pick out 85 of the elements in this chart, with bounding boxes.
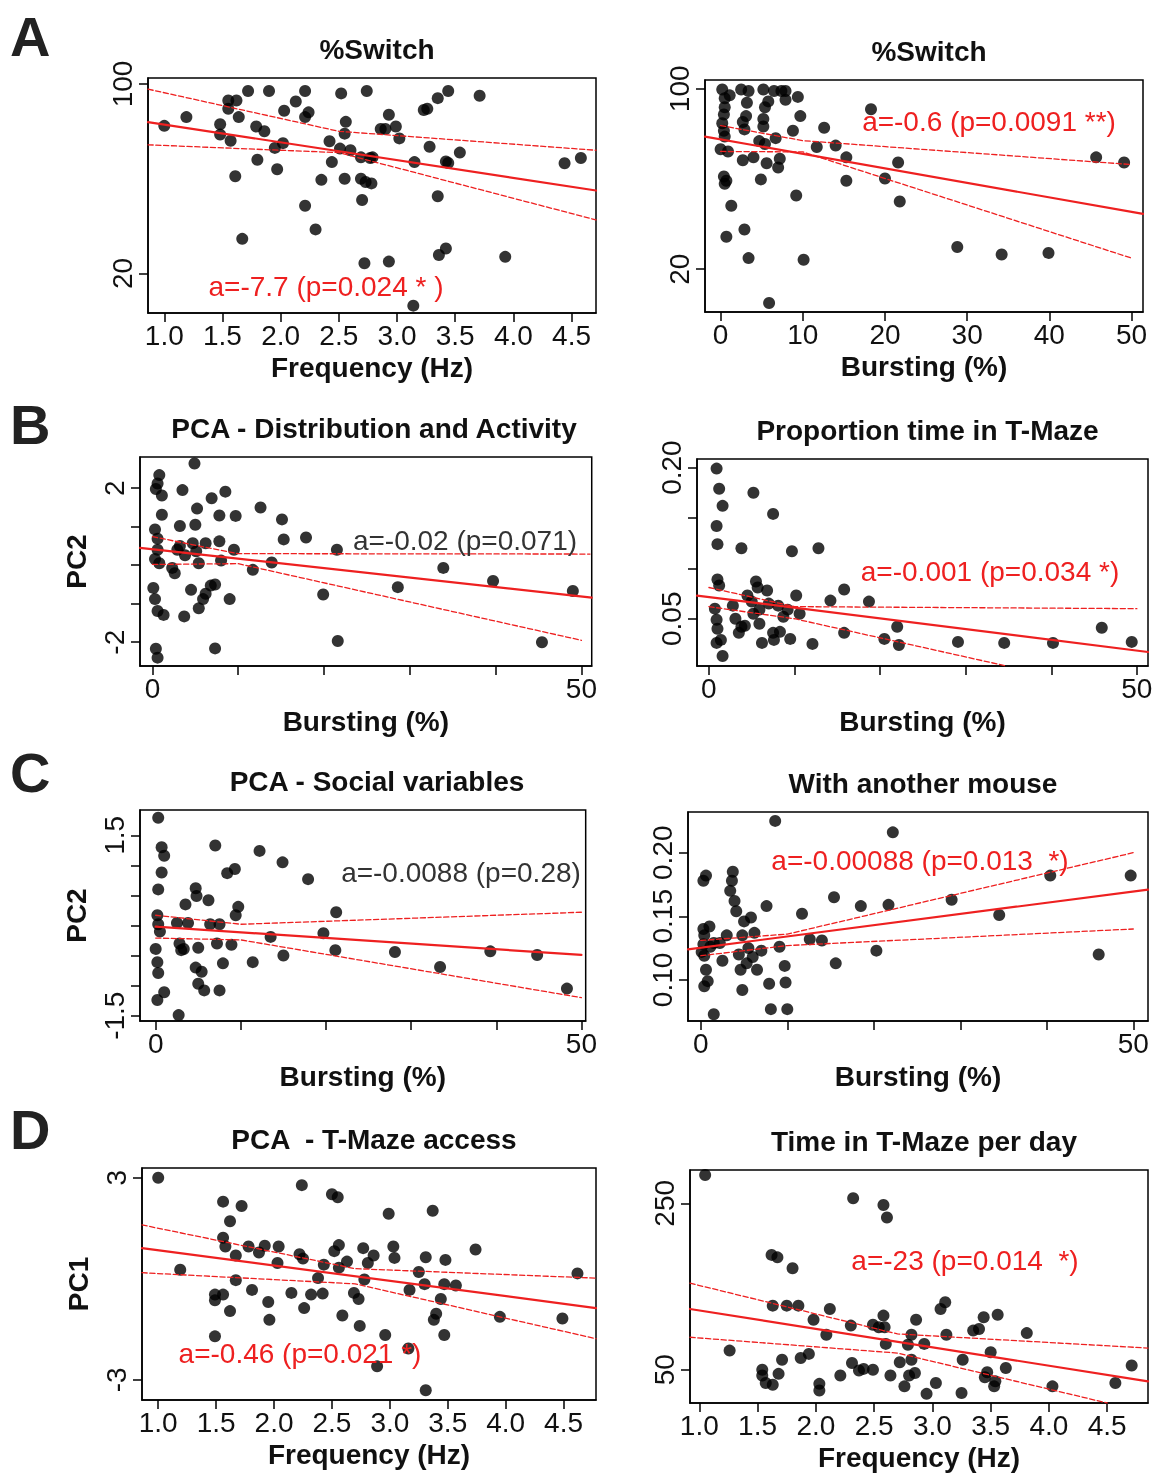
x-tick-label: 50 <box>1115 318 1148 350</box>
x-tick-label: 3.0 <box>912 1409 952 1441</box>
y-tick-label: 0.10 <box>646 952 678 1008</box>
x-tick-label: 50 <box>565 1027 598 1059</box>
x-tick-label: 1.5 <box>196 1406 236 1438</box>
x-tick-label: 2.5 <box>312 1406 352 1438</box>
x-tick-label: 3.0 <box>370 1406 410 1438</box>
y-axis-title: PC2 <box>60 534 92 589</box>
text: A <box>10 4 51 68</box>
chart-title: PCA - T-Maze access <box>231 1123 517 1155</box>
x-tick-label: 1.0 <box>679 1409 719 1441</box>
y-tick-label: -3 <box>100 1367 132 1393</box>
y-tick-label: -2 <box>98 629 130 655</box>
annotation: a=-0.02 (p=0.071) <box>352 524 578 556</box>
annotation: a=-0.00088 (p=0.013 *) <box>771 844 1069 876</box>
chart-title: With another mouse <box>788 767 1058 799</box>
y-tick-label: 100 <box>106 60 138 108</box>
y-tick-label: 0.20 <box>655 440 687 495</box>
x-tick-label: 3.0 <box>377 319 417 351</box>
text: B <box>10 392 51 456</box>
x-tick-label: 1.0 <box>138 1406 178 1438</box>
chart-title: PCA - Distribution and Activity <box>171 412 578 444</box>
y-tick-label: -1.5 <box>98 991 130 1040</box>
annotation: a=-0.6 (p=0.0091 **) <box>862 105 1116 137</box>
x-tick-label: 4.5 <box>552 319 592 351</box>
x-tick-label: 3.5 <box>971 1409 1011 1441</box>
x-tick-label: 50 <box>1121 672 1153 704</box>
x-tick-label: 3.5 <box>435 319 475 351</box>
annotation: a=-0.001 (p=0.034 *) <box>860 555 1120 587</box>
x-tick-label: 30 <box>951 318 983 350</box>
text: C <box>10 740 51 804</box>
x-tick-label: 0 <box>144 672 161 704</box>
x-axis-title: Bursting (%) <box>282 705 450 737</box>
x-axis-title: Bursting (%) <box>834 1060 1002 1092</box>
x-tick-label: 3.5 <box>428 1406 468 1438</box>
chart-title: %Switch <box>319 33 435 65</box>
y-tick-label: 2 <box>98 480 130 496</box>
y-tick-label: 100 <box>663 65 695 113</box>
chart-title: Time in T-Maze per day <box>770 1125 1078 1157</box>
annotation: a=-7.7 (p=0.024 * ) <box>208 270 444 302</box>
x-tick-label: 50 <box>1117 1027 1149 1059</box>
x-tick-label: 2.0 <box>254 1406 294 1438</box>
x-tick-label: 4.5 <box>544 1406 584 1438</box>
y-tick-label: 0.15 <box>646 889 678 944</box>
x-tick-label: 10 <box>787 318 819 350</box>
x-tick-label: 4.0 <box>493 319 533 351</box>
x-tick-label: 20 <box>869 318 901 350</box>
chart-title: Proportion time in T-Maze <box>756 414 1099 446</box>
y-tick-label: 1.5 <box>98 815 130 855</box>
x-tick-label: 2.0 <box>796 1409 836 1441</box>
chart-title: %Switch <box>871 35 987 67</box>
x-tick-label: 4.0 <box>1029 1409 1069 1441</box>
text: D <box>10 1097 51 1161</box>
chart-title: PCA - Social variables <box>229 765 525 797</box>
x-tick-label: 2.0 <box>261 319 301 351</box>
x-tick-label: 1.5 <box>738 1409 778 1441</box>
y-tick-label: 0.05 <box>655 591 687 646</box>
annotation: a=-0.0088 (p=0.28) <box>341 856 581 888</box>
y-tick-label: 20 <box>106 257 138 290</box>
x-tick-label: 0 <box>701 672 717 704</box>
x-tick-label: 4.0 <box>486 1406 526 1438</box>
x-tick-label: 40 <box>1033 318 1065 350</box>
x-tick-label: 0 <box>147 1027 164 1059</box>
y-tick-label: 50 <box>648 1354 680 1386</box>
x-axis-title: Frequency (Hz) <box>270 352 474 384</box>
y-tick-label: 0.20 <box>646 825 678 880</box>
x-axis-title: Frequency (Hz) <box>817 1442 1021 1474</box>
x-tick-label: 0 <box>712 318 729 350</box>
x-tick-label: 4.5 <box>1087 1409 1127 1441</box>
x-axis-title: Frequency (Hz) <box>267 1439 471 1471</box>
x-axis-title: Bursting (%) <box>840 351 1008 383</box>
x-axis-title: Bursting (%) <box>279 1060 447 1092</box>
x-tick-label: 2.5 <box>319 319 359 351</box>
x-tick-label: 2.5 <box>854 1409 894 1441</box>
y-axis-title: PC2 <box>60 888 92 943</box>
annotation: a=-23 (p=0.014 *) <box>851 1244 1079 1276</box>
x-tick-label: 0 <box>693 1027 709 1059</box>
x-axis-title: Bursting (%) <box>839 705 1006 737</box>
y-tick-label: 250 <box>648 1179 680 1227</box>
x-tick-label: 1.5 <box>203 319 242 351</box>
x-tick-label: 50 <box>565 672 598 704</box>
y-tick-label: 20 <box>663 253 695 285</box>
y-tick-label: 3 <box>100 1169 132 1186</box>
y-axis-title: PC1 <box>62 1256 94 1312</box>
x-tick-label: 1.0 <box>144 319 184 351</box>
